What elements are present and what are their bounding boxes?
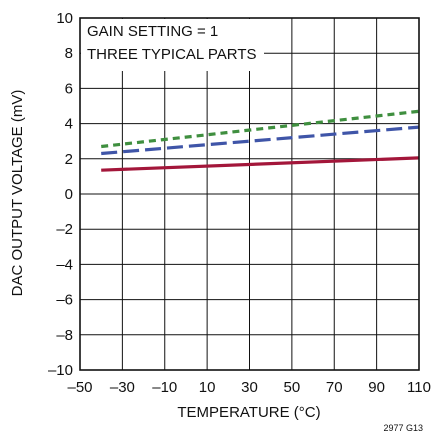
x-tick-label: 30 <box>241 379 258 396</box>
y-tick-label: 10 <box>56 10 73 27</box>
x-axis-title: TEMPERATURE (°C) <box>177 404 320 421</box>
y-tick-label: –8 <box>56 327 73 344</box>
x-tick-label: –10 <box>152 379 177 396</box>
x-tick-label: 10 <box>199 379 216 396</box>
x-tick-label: –30 <box>110 379 135 396</box>
y-tick-label: 4 <box>65 116 73 133</box>
y-tick-label: 0 <box>65 186 73 203</box>
x-tick-label: –50 <box>67 379 92 396</box>
series-line-2 <box>101 125 420 156</box>
tick-labels: –50 –30 –10 10 30 50 70 90 110 10 8 6 4 2 0 –2 –4 –6 –8 –10 <box>48 10 431 396</box>
y-tick-label: –2 <box>56 221 73 238</box>
y-tick-label: –10 <box>48 362 73 379</box>
y-axis-title: DAC OUTPUT VOLTAGE (mV) <box>9 90 26 297</box>
y-tick-label: –4 <box>56 256 73 273</box>
y-tick-label: 6 <box>65 80 73 97</box>
x-tick-label: 50 <box>284 379 301 396</box>
annotation-gain-setting: GAIN SETTING = 1 <box>87 23 218 40</box>
annotation-background <box>81 19 264 71</box>
x-tick-label: 90 <box>368 379 385 396</box>
annotation-three-parts: THREE TYPICAL PARTS <box>87 46 257 63</box>
series-group <box>101 109 420 172</box>
y-tick-label: 2 <box>65 151 73 168</box>
series-line-3 <box>101 156 420 172</box>
series-line-1 <box>101 109 420 149</box>
x-tick-label: 110 <box>407 379 431 396</box>
figure-code: 2977 G13 <box>383 423 423 433</box>
y-tick-label: –6 <box>56 292 73 309</box>
x-tick-label: 70 <box>326 379 343 396</box>
y-tick-label: 8 <box>65 45 73 62</box>
plot-frame <box>79 17 420 371</box>
